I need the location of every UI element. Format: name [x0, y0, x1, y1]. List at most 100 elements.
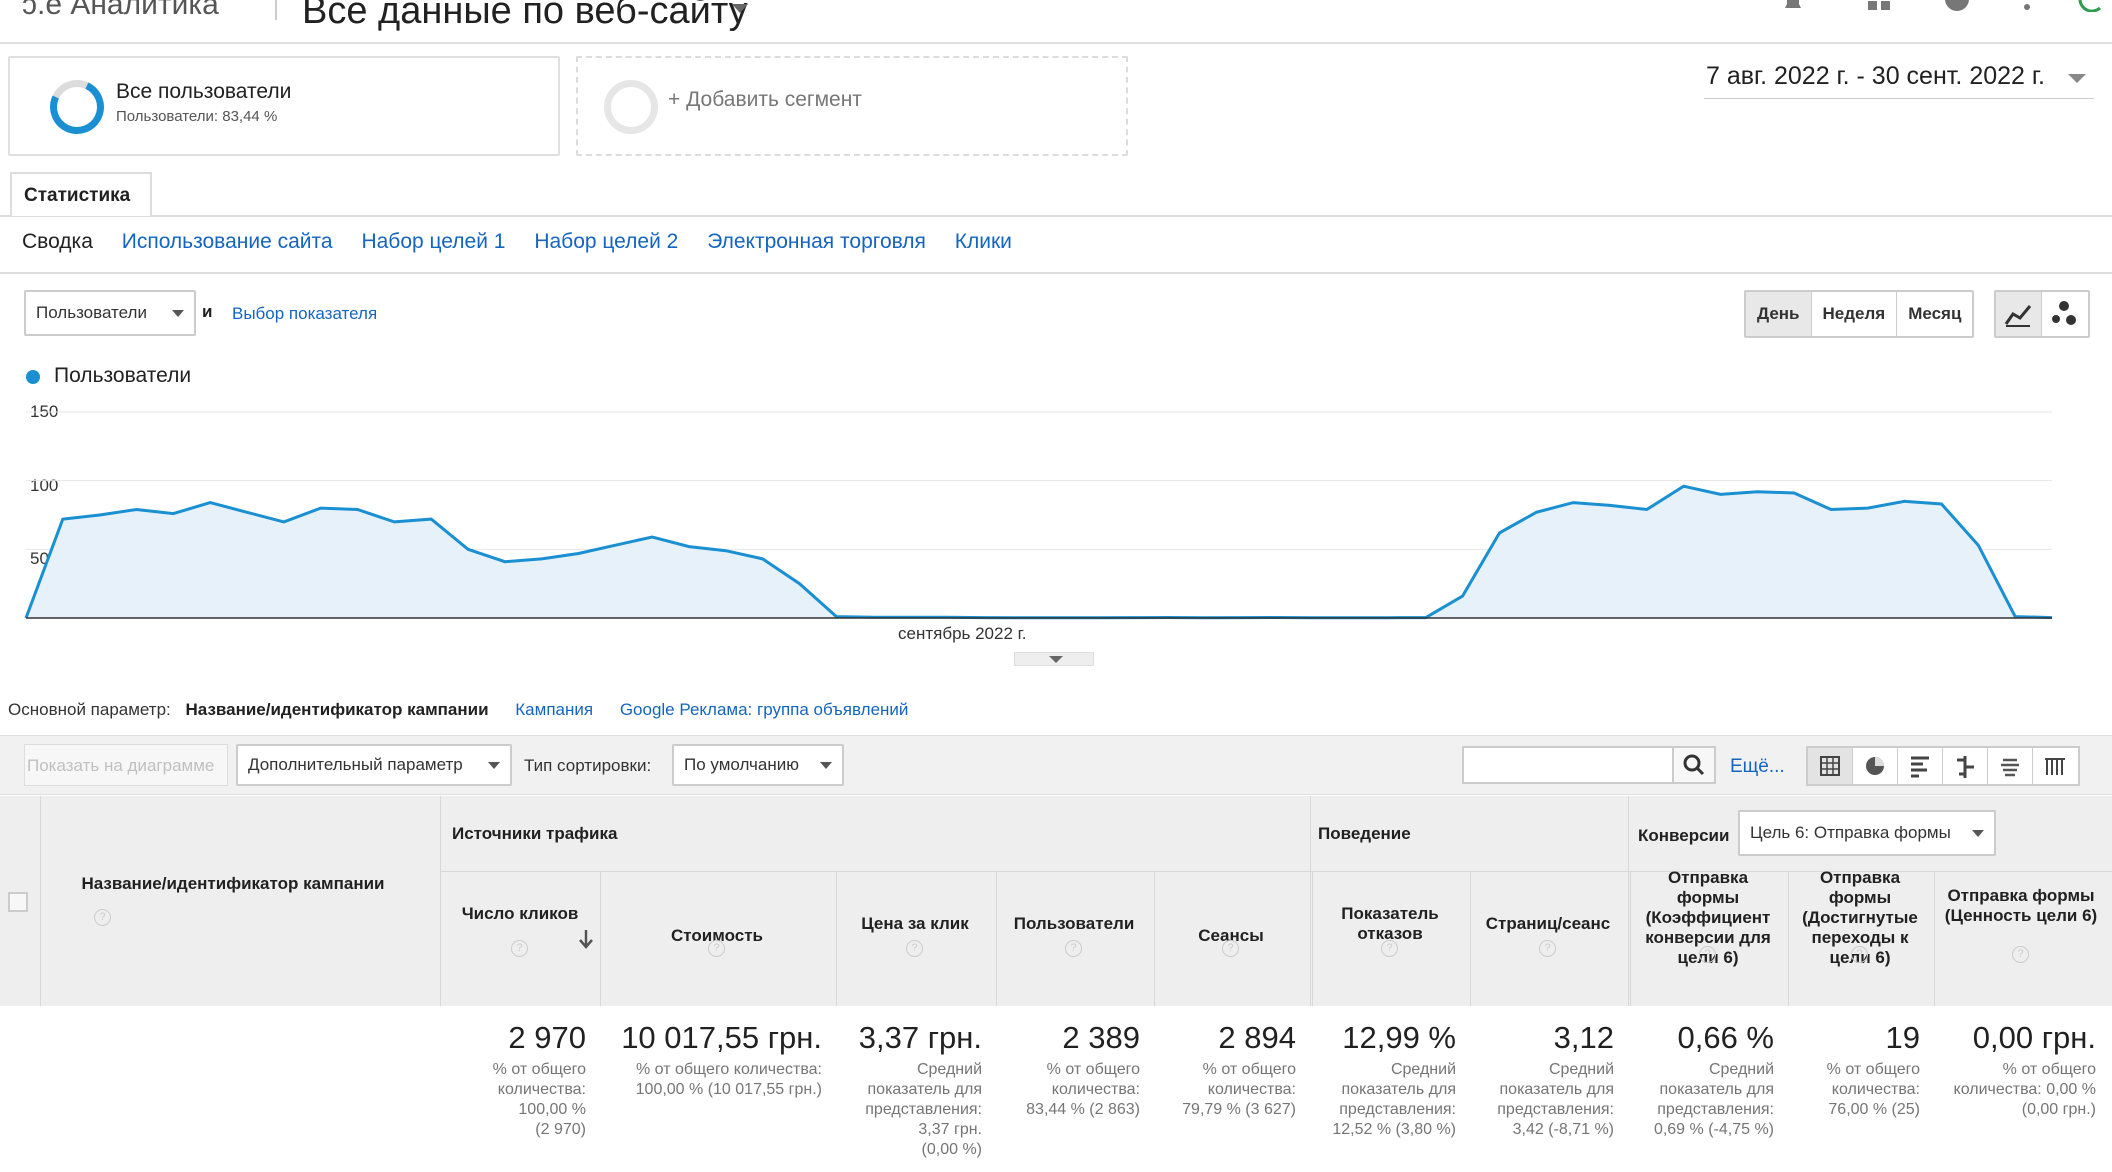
- table-totals-row: [0, 1006, 2112, 1172]
- tab-statistics[interactable]: Статистика: [10, 172, 152, 216]
- view-pivot-button[interactable]: [2033, 748, 2078, 784]
- metric-total-subtext: 100,00 % (10 017,55 грн.): [635, 1081, 822, 1098]
- metric-total-subtext: (2 970): [535, 1121, 586, 1138]
- view-term-cloud-button[interactable]: [1988, 748, 2033, 784]
- column-header[interactable]: Отправка формы (Коэффициент конверсии дл…: [1645, 868, 1771, 967]
- apps-icon[interactable]: [1866, 0, 1892, 12]
- table-search-input[interactable]: [1462, 746, 1674, 784]
- divider: [440, 871, 2112, 872]
- divider: [40, 796, 41, 1172]
- metric-total-subtext: % от общего количества:: [636, 1061, 822, 1078]
- view-percentage-button[interactable]: [1853, 748, 1898, 784]
- motion-chart-button[interactable]: [2042, 292, 2088, 336]
- subtab-goal-set-2[interactable]: Набор целей 2: [534, 230, 679, 253]
- plot-rows-button[interactable]: Показать на диаграмме: [24, 744, 228, 786]
- divider: [0, 272, 2112, 274]
- help-icon[interactable]: ?: [94, 909, 111, 927]
- comparison-icon: [1957, 756, 1974, 778]
- users-line-chart: [24, 411, 2053, 620]
- metric-total-subtext: представления:: [1339, 1101, 1456, 1118]
- line-chart-button[interactable]: [1996, 292, 2042, 336]
- metric-total-value: 0,00 грн.: [1972, 1020, 2096, 1055]
- metric-total-subtext: показатель для: [867, 1081, 982, 1098]
- divider: [1310, 796, 1311, 1172]
- metric-total-value: 2 389: [1062, 1020, 1140, 1055]
- bell-icon[interactable]: [1780, 0, 1806, 12]
- subtab-clicks[interactable]: Клики: [954, 230, 1012, 253]
- sort-type-select[interactable]: По умолчанию: [672, 744, 844, 786]
- column-header[interactable]: Отправка формы (Достигнутые переходы к ц…: [1802, 868, 1918, 967]
- secondary-dimension-value: Дополнительный параметр: [248, 755, 463, 774]
- dimension-header[interactable]: Название/идентификатор кампании: [81, 874, 385, 893]
- help-icon[interactable]: ?: [1222, 940, 1239, 958]
- help-icon[interactable]: ?: [1381, 940, 1398, 958]
- segment-all-users[interactable]: Все пользователи Пользователи: 83,44 %: [8, 56, 560, 156]
- help-icon[interactable]: ?: [1065, 940, 1082, 958]
- more-vert-icon[interactable]: [2014, 0, 2040, 12]
- period-month-button[interactable]: Месяц: [1908, 304, 1962, 323]
- account-icon[interactable]: [2078, 0, 2104, 12]
- help-icon[interactable]: ?: [906, 940, 923, 958]
- column-header[interactable]: Цена за клик: [861, 914, 969, 933]
- goal-select[interactable]: Цель 6: Отправка формы: [1738, 810, 1996, 856]
- column-header[interactable]: Пользователи: [1013, 914, 1135, 933]
- chevron-down-icon[interactable]: [732, 4, 748, 13]
- select-all-checkbox[interactable]: [8, 892, 28, 912]
- help-icon[interactable]: ?: [1851, 946, 1868, 964]
- metric-total-subtext: % от общего: [1202, 1061, 1296, 1078]
- choose-metric-link[interactable]: Выбор показателя: [232, 304, 378, 323]
- chevron-down-icon[interactable]: [2068, 74, 2086, 83]
- dimension-campaign-link[interactable]: Кампания: [515, 700, 594, 719]
- subtab-site-usage[interactable]: Использование сайта: [121, 230, 333, 253]
- dimension-adgroup-link[interactable]: Google Реклама: группа объявлений: [619, 700, 909, 719]
- view-comparison-button[interactable]: [1943, 748, 1988, 784]
- help-icon[interactable]: ?: [708, 940, 725, 958]
- app-logo: ɔ.e Аналитика: [22, 0, 219, 21]
- help-icon[interactable]: ?: [2012, 946, 2029, 964]
- collapse-chart-button[interactable]: [1014, 652, 1094, 666]
- column-header[interactable]: Сеансы: [1198, 926, 1264, 945]
- date-underline: [1704, 98, 2094, 99]
- subtab-goal-set-1[interactable]: Набор целей 1: [361, 230, 506, 253]
- metric-total-subtext: % от общего: [492, 1061, 586, 1078]
- help-icon[interactable]: ?: [511, 940, 528, 958]
- period-day-button[interactable]: День: [1746, 292, 1812, 336]
- add-segment-button[interactable]: + Добавить сегмент: [576, 56, 1128, 156]
- secondary-dimension-select[interactable]: Дополнительный параметр: [236, 744, 512, 786]
- metric-total-subtext: 0,69 % (-4,75 %): [1653, 1121, 1774, 1138]
- column-header[interactable]: Стоимость: [671, 926, 763, 945]
- metric-total-subtext: количества:: [1207, 1081, 1296, 1098]
- legend-dot-users: [26, 370, 40, 384]
- metric-total-value: 3,12: [1553, 1020, 1614, 1055]
- search-button[interactable]: [1672, 746, 1716, 784]
- sort-type-label: Тип сортировки:: [524, 756, 652, 775]
- metric-total-value: 10 017,55 грн.: [621, 1020, 822, 1055]
- metric-total-subtext: показатель для: [1499, 1081, 1614, 1098]
- group-traffic-sources: Источники трафика: [452, 824, 618, 843]
- users-area-fill: [26, 486, 2052, 618]
- subtab-ecommerce[interactable]: Электронная торговля: [707, 230, 926, 253]
- view-data-button[interactable]: [1808, 748, 1853, 784]
- metric-total-value: 3,37 грн.: [858, 1020, 982, 1055]
- column-header[interactable]: Отправка формы (Ценность цели 6): [1944, 886, 2098, 925]
- subtab-summary[interactable]: Сводка: [22, 230, 93, 253]
- segment-sub: Пользователи: 83,44 %: [116, 108, 278, 125]
- metric-select[interactable]: Пользователи: [24, 290, 196, 336]
- help-icon[interactable]: ?: [1539, 940, 1556, 958]
- property-selector[interactable]: Все данные по веб-сайту: [302, 0, 748, 32]
- column-header[interactable]: Число кликов: [461, 904, 579, 923]
- metric-total-value: 19: [1885, 1020, 1920, 1055]
- column-header[interactable]: Страниц/сеанс: [1485, 914, 1611, 933]
- dimension-campaign-name: Название/идентификатор кампании: [185, 700, 489, 719]
- help-icon[interactable]: [1944, 0, 1970, 12]
- help-icon[interactable]: ?: [1699, 946, 1716, 964]
- date-range-picker[interactable]: 7 авг. 2022 г. - 30 сент. 2022 г.: [1706, 62, 2045, 90]
- metric-total-subtext: 83,44 % (2 863): [1026, 1101, 1140, 1118]
- sort-desc-icon[interactable]: [578, 928, 594, 955]
- advanced-filter-link[interactable]: Ещё...: [1730, 756, 1785, 777]
- period-week-button[interactable]: Неделя: [1812, 292, 1898, 336]
- metric-total-subtext: Средний: [1390, 1061, 1456, 1078]
- line-chart-icon: [2004, 305, 2032, 327]
- column-header[interactable]: Показатель отказов: [1341, 904, 1439, 943]
- view-performance-button[interactable]: [1898, 748, 1943, 784]
